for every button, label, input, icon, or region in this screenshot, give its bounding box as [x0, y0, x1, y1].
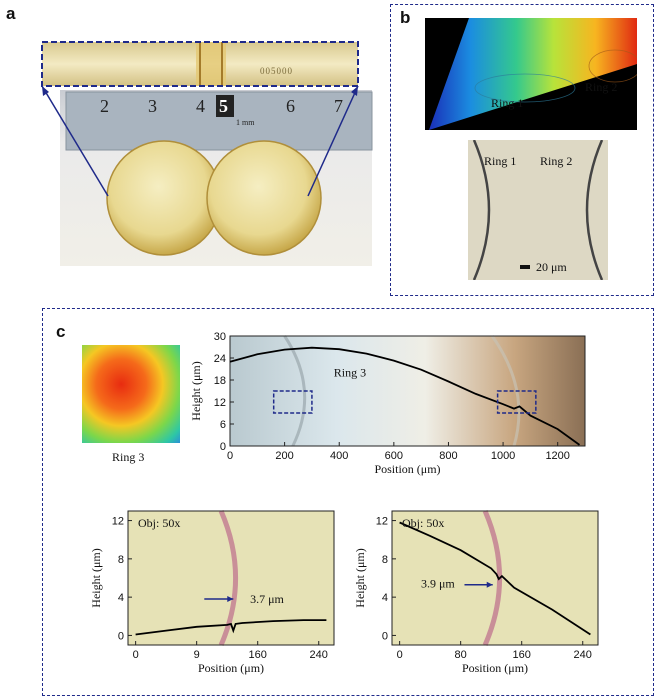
y-tick-label: 8: [118, 554, 124, 566]
map-label-ring2: Ring 2: [585, 80, 618, 94]
plot-frame: [127, 510, 335, 646]
x-tick-label: 80: [455, 649, 467, 661]
micro-label-ring2: Ring 2: [540, 154, 573, 168]
series-line: [399, 521, 591, 636]
chart-top: 0 200 400 600 800 1000 1200 0 6 12 18 24 30 Position …: [189, 331, 586, 476]
scale-bar-label: 20 μm: [536, 260, 567, 274]
x-tick-label: 800: [439, 450, 457, 462]
ruler-number: 7: [334, 96, 343, 116]
y-axis-title: Height (μm): [89, 548, 103, 607]
objective-label: Obj: 50x: [138, 516, 180, 530]
ring3-heatmap-caption: Ring 3: [112, 450, 145, 464]
panel-b-letter: b: [400, 8, 411, 27]
x-tick-label: 160: [249, 649, 267, 661]
y-tick-label: 4: [382, 592, 388, 604]
y-tick-label: 6: [220, 419, 226, 431]
y-tick-label: 4: [118, 592, 124, 604]
measurement-arrowhead: [227, 596, 234, 603]
y-tick-label: 12: [112, 516, 124, 528]
x-axis-title: Position (μm): [462, 661, 528, 675]
y-axis-title: Height (μm): [189, 361, 203, 420]
chart-bottom-left: 0 9 160 240 0 4 8 12 Position (μm) Height (μm) Obj…: [89, 510, 335, 675]
y-tick-label: 24: [214, 353, 226, 365]
plot-frame: [391, 510, 599, 646]
panel-a-photo: 2 3 4 5 6 7 1 mm 005000: [38, 38, 378, 266]
ring-edge: [218, 510, 239, 646]
y-tick-label: 18: [214, 375, 226, 387]
panel-c-letter: c: [56, 322, 66, 341]
ruler-unit: 1 mm: [236, 118, 255, 127]
ruler-number: 5: [219, 96, 228, 116]
ruler-number: 4: [196, 96, 205, 116]
panel-b-frame: [390, 4, 654, 296]
ring3-annotation: Ring 3: [334, 365, 366, 379]
zoom-box-right: [496, 390, 537, 414]
measurement-label: 3.9 μm: [421, 577, 455, 591]
measurement-arrowhead: [486, 581, 493, 588]
y-tick-label: 30: [214, 331, 226, 343]
x-tick-label: 400: [330, 450, 348, 462]
panel-a-letter: a: [6, 4, 16, 23]
series-line: [135, 619, 327, 636]
chart-bottom-right: 0 80 160 240 0 4 8 12 Position (μm) Height (μm) Ob…: [353, 510, 599, 675]
zoom-box-left: [272, 390, 313, 414]
x-tick-label: 9: [194, 649, 200, 661]
ruler-number: 2: [100, 96, 109, 116]
x-tick-label: 600: [385, 450, 403, 462]
y-tick-label: 8: [382, 554, 388, 566]
x-tick-label: 0: [227, 450, 233, 462]
micro-label-ring1: Ring 1: [484, 154, 517, 168]
x-tick-label: 1200: [545, 450, 569, 462]
objective-label: Obj: 50x: [402, 516, 444, 530]
y-tick-label: 12: [376, 516, 388, 528]
ring3-heatmap: [82, 345, 180, 443]
x-tick-label: 240: [310, 649, 328, 661]
x-tick-label: 200: [275, 450, 293, 462]
panel-b-micrograph: Ring 1 Ring 2 20 μm: [468, 139, 608, 281]
lens-marking: 005000: [260, 66, 293, 76]
plot-frame: [229, 335, 586, 447]
panel-b-height-map: Ring 1 Ring 2: [425, 18, 642, 130]
x-tick-label: 1000: [491, 450, 515, 462]
x-tick-label: 0: [397, 649, 403, 661]
measurement-label: 3.7 μm: [250, 592, 284, 606]
x-tick-label: 160: [513, 649, 531, 661]
y-tick-label: 12: [214, 397, 226, 409]
series-line: [229, 346, 581, 446]
x-tick-label: 240: [574, 649, 592, 661]
map-label-ring1: Ring 1: [491, 96, 524, 110]
x-axis-title: Position (μm): [374, 462, 440, 476]
y-tick-label: 0: [118, 630, 124, 642]
y-tick-label: 0: [382, 630, 388, 642]
y-axis-title: Height (μm): [353, 548, 367, 607]
ruler-number: 6: [286, 96, 295, 116]
ruler-number: 3: [148, 96, 157, 116]
x-axis-title: Position (μm): [198, 661, 264, 675]
x-tick-label: 0: [133, 649, 139, 661]
y-tick-label: 0: [220, 441, 226, 453]
ruler-lens-photo: [41, 41, 373, 266]
panel-c-frame: [42, 308, 654, 696]
